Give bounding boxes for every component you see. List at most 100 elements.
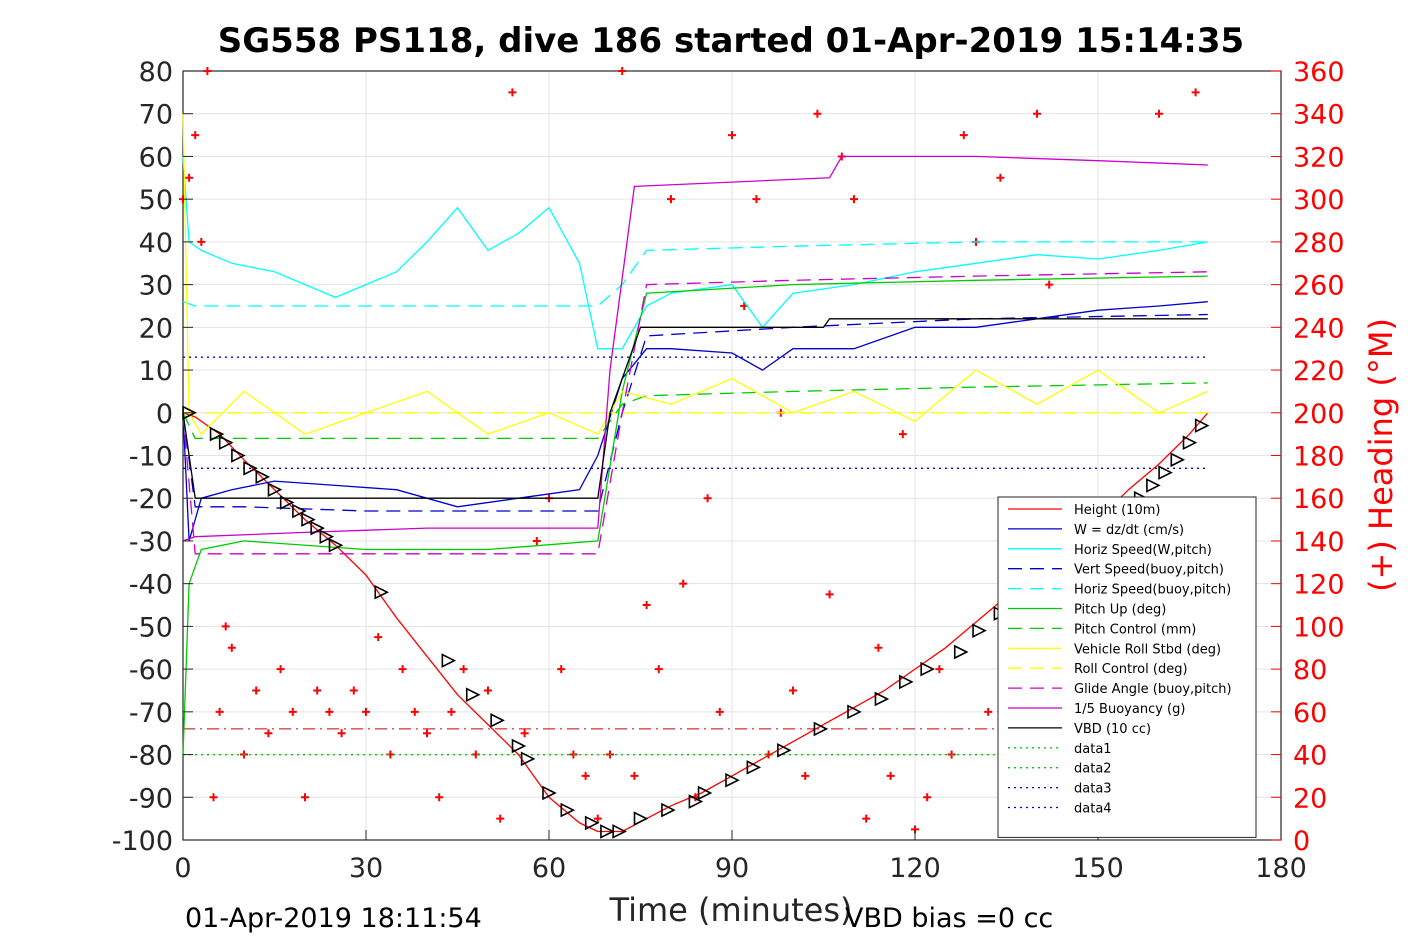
series-line bbox=[182, 241, 1208, 307]
heading-point bbox=[221, 622, 230, 631]
heading-point bbox=[447, 707, 456, 716]
heading-point bbox=[349, 686, 358, 695]
y-tick-label: -50 bbox=[129, 612, 173, 643]
y-tick-label: -30 bbox=[129, 527, 173, 558]
y-tick-label: -20 bbox=[129, 484, 173, 515]
depth-marker bbox=[584, 815, 600, 831]
y-tick-label: 60 bbox=[139, 142, 173, 173]
heading-point bbox=[618, 67, 627, 75]
heading-point bbox=[1045, 280, 1054, 289]
depth-marker bbox=[490, 713, 505, 728]
right-tick-label: 20 bbox=[1293, 783, 1327, 814]
depth-marker bbox=[542, 785, 557, 801]
legend-box bbox=[997, 496, 1257, 838]
series-line bbox=[182, 301, 1208, 542]
heading-point bbox=[654, 665, 663, 674]
heading-point bbox=[337, 729, 346, 738]
heading-point bbox=[288, 707, 297, 716]
heading-point bbox=[313, 686, 322, 695]
series-line bbox=[182, 113, 1209, 436]
depth-marker bbox=[1182, 435, 1198, 450]
y-tick-label: 40 bbox=[139, 228, 173, 259]
heading-point bbox=[935, 665, 944, 674]
heading-point bbox=[1033, 109, 1041, 118]
heading-point bbox=[679, 579, 688, 588]
series-line bbox=[182, 313, 1208, 512]
depth-marker bbox=[899, 674, 914, 690]
chart-title: SG558 PS118, dive 186 started 01-Apr-201… bbox=[218, 21, 1244, 61]
heading-point bbox=[703, 494, 712, 503]
y-tick-label: 70 bbox=[139, 100, 173, 131]
depth-marker bbox=[1158, 465, 1173, 480]
heading-point bbox=[728, 131, 736, 140]
depth-marker bbox=[612, 824, 627, 839]
depth-marker bbox=[1146, 478, 1161, 493]
x-tick-label: 90 bbox=[715, 853, 749, 884]
heading-point bbox=[959, 131, 968, 140]
heading-point bbox=[520, 729, 529, 738]
depth-marker bbox=[441, 653, 457, 668]
depth-marker bbox=[953, 644, 969, 660]
depth-marker bbox=[465, 687, 481, 703]
heading-point bbox=[203, 67, 212, 75]
right-tick-label: 260 bbox=[1293, 271, 1345, 302]
heading-point bbox=[325, 707, 334, 716]
right-tick-label: 180 bbox=[1293, 442, 1345, 473]
heading-point bbox=[398, 665, 407, 674]
depth-marker bbox=[920, 661, 935, 677]
heading-point bbox=[874, 643, 883, 652]
legend-label: VBD (10 cc) bbox=[1074, 722, 1151, 737]
right-tick-label: 140 bbox=[1293, 527, 1345, 558]
heading-point bbox=[789, 686, 797, 695]
depth-marker bbox=[231, 448, 246, 463]
heading-point bbox=[264, 729, 273, 738]
depth-marker bbox=[310, 520, 325, 536]
legend-label: data1 bbox=[1074, 742, 1112, 757]
series-line bbox=[182, 156, 1208, 350]
depth-marker bbox=[688, 794, 704, 809]
right-tick-label: 360 bbox=[1293, 57, 1345, 88]
heading-point bbox=[593, 814, 602, 823]
depth-marker bbox=[301, 512, 316, 527]
heading-point bbox=[642, 601, 651, 610]
legend-label: data2 bbox=[1074, 762, 1112, 777]
legend-label: Pitch Up (deg) bbox=[1074, 603, 1166, 618]
y-tick-label: -10 bbox=[129, 442, 173, 473]
right-tick-label: 40 bbox=[1293, 741, 1327, 772]
heading-point bbox=[459, 665, 468, 674]
right-axis-label: (+) Heading (°M) bbox=[1362, 318, 1400, 592]
right-tick-label: 200 bbox=[1293, 399, 1345, 430]
depth-marker bbox=[847, 704, 862, 720]
legend-label: W = dz/dt (cm/s) bbox=[1074, 523, 1184, 538]
heading-point bbox=[227, 643, 236, 652]
heading-point bbox=[813, 109, 822, 118]
depth-marker bbox=[255, 469, 271, 485]
series-line bbox=[182, 275, 1208, 755]
heading-point bbox=[215, 707, 224, 716]
heading-point bbox=[532, 536, 541, 545]
legend-label: Roll Control (deg) bbox=[1074, 662, 1188, 677]
heading-point bbox=[667, 195, 675, 204]
x-tick-label: 150 bbox=[1072, 853, 1124, 884]
depth-marker bbox=[1170, 452, 1186, 468]
depth-marker bbox=[511, 738, 527, 754]
heading-point bbox=[581, 771, 590, 780]
heading-point bbox=[496, 814, 505, 823]
y-tick-label: 50 bbox=[139, 185, 173, 216]
y-tick-label: 10 bbox=[139, 356, 173, 387]
depth-marker bbox=[725, 772, 740, 788]
depth-marker bbox=[560, 802, 576, 818]
right-tick-label: 160 bbox=[1293, 484, 1345, 515]
legend-label: Height (10m) bbox=[1074, 503, 1160, 518]
depth-marker bbox=[218, 435, 234, 450]
right-tick-label: 220 bbox=[1293, 356, 1345, 387]
right-tick-label: 300 bbox=[1293, 185, 1345, 216]
depth-marker bbox=[279, 495, 295, 510]
y-tick-label: 0 bbox=[156, 399, 173, 430]
depth-marker bbox=[319, 529, 335, 544]
depth-marker bbox=[697, 785, 713, 801]
x-tick-label: 0 bbox=[174, 853, 191, 884]
y-tick-label: -40 bbox=[129, 570, 173, 601]
x-axis-label: Time (minutes) bbox=[609, 891, 853, 929]
x-tick-label: 60 bbox=[532, 853, 566, 884]
